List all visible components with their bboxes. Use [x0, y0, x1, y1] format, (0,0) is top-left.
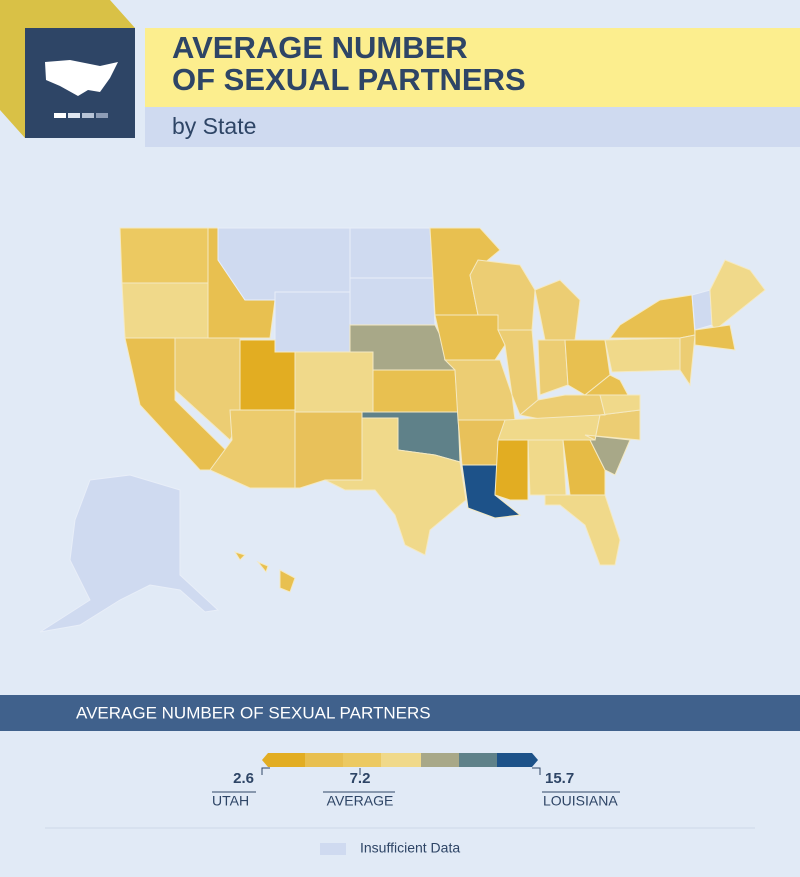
subtitle: by State [172, 113, 256, 139]
insufficient-label: Insufficient Data [360, 840, 460, 856]
legend-max-value: 15.7 [545, 770, 574, 787]
subtitle-bar [145, 107, 800, 147]
legend-bar [0, 695, 800, 731]
legend-scale [262, 753, 538, 767]
icon-map [45, 60, 118, 96]
legend-max-label: LOUISIANA [543, 793, 618, 809]
icon-scale [54, 113, 108, 118]
legend-title: AVERAGE NUMBER OF SEXUAL PARTNERS [76, 703, 431, 722]
title-bar [145, 28, 800, 107]
legend-min-label: UTAH [212, 793, 249, 809]
legend-leaders [212, 767, 620, 793]
title: AVERAGE NUMBER [172, 30, 468, 65]
us-map [39, 227, 766, 633]
legend-avg-label: AVERAGE [327, 793, 394, 809]
legend-min-value: 2.6 [233, 770, 254, 787]
title: OF SEXUAL PARTNERS [172, 62, 526, 97]
legend-avg-value: 7.2 [350, 770, 371, 787]
insufficient-swatch [320, 843, 346, 855]
